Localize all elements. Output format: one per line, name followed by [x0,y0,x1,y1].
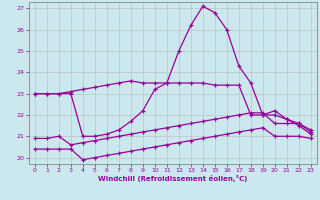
X-axis label: Windchill (Refroidissement éolien,°C): Windchill (Refroidissement éolien,°C) [98,175,247,182]
